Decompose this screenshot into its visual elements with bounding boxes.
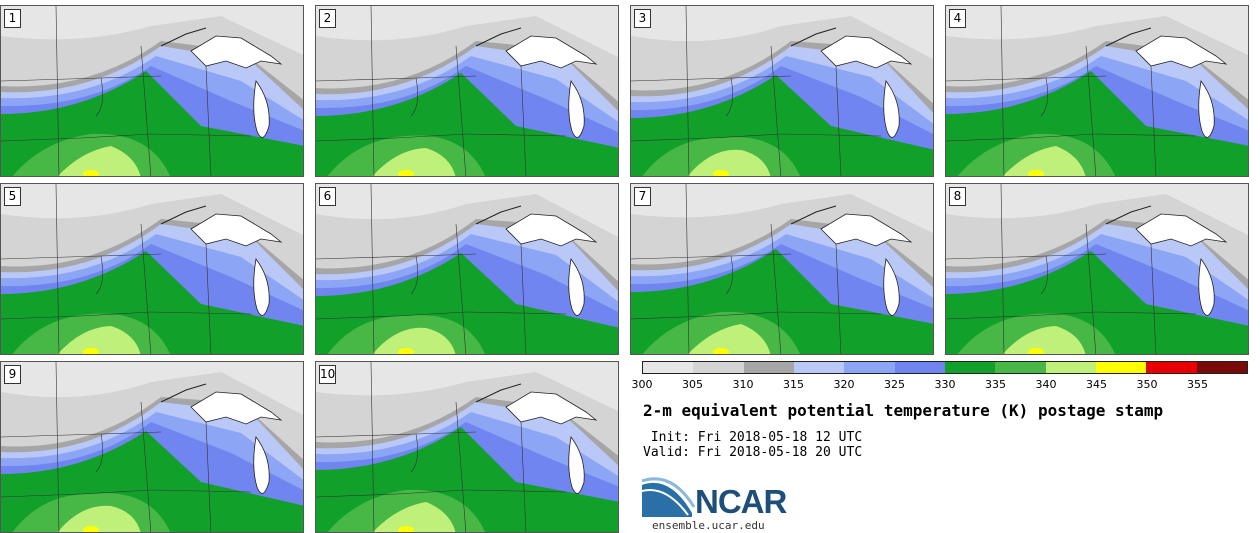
color-scale-segment: [743, 362, 794, 373]
member-number-label: 7: [634, 187, 651, 206]
color-scale-tick-label: 355: [1187, 378, 1208, 391]
color-scale-segment: [995, 362, 1046, 373]
member-number-label: 5: [4, 187, 21, 206]
color-scale-tick-label: 310: [732, 378, 754, 391]
ensemble-member-panel[interactable]: 5: [0, 183, 304, 355]
color-scale-segment: [894, 362, 945, 373]
color-scale-ticks: 300 305 310 315 320 325 330 335 340 345 350 355: [632, 378, 1248, 394]
color-scale-segment: [793, 362, 845, 373]
color-scale-tick-label: 340: [1035, 378, 1057, 391]
color-scale-tick-label: 325: [884, 378, 905, 391]
ensemble-member-panel[interactable]: 6: [315, 183, 619, 355]
valid-time-text: Valid: Fri 2018-05-18 20 UTC: [643, 445, 863, 460]
ensemble-member-panel[interactable]: 2: [315, 5, 619, 177]
ensemble-member-panel[interactable]: 4: [945, 5, 1249, 177]
color-scale-tick-label: 335: [985, 378, 1006, 391]
color-scale-segment: [643, 362, 694, 373]
color-scale-tick-label: 315: [783, 378, 804, 391]
init-time-text: Init: Fri 2018-05-18 12 UTC: [643, 430, 863, 445]
color-scale-segment: [944, 362, 996, 373]
color-scale-segment: [844, 362, 895, 373]
color-scale-tick-label: 350: [1136, 378, 1158, 391]
color-scale-tick-label: 330: [934, 378, 956, 391]
color-scale-tick-label: 300: [631, 378, 653, 391]
ensemble-url[interactable]: ensemble.ucar.edu: [652, 519, 765, 532]
member-number-label: 1: [4, 9, 21, 28]
ensemble-member-panel[interactable]: 9: [0, 361, 304, 533]
color-scale-segment: [693, 362, 744, 373]
figure-title: 2-m equivalent potential temperature (K)…: [643, 401, 1164, 420]
member-number-label: 4: [949, 9, 966, 28]
color-scale-segment: [1146, 362, 1197, 373]
member-number-label: 10: [319, 365, 336, 384]
ensemble-member-panel[interactable]: 7: [630, 183, 934, 355]
color-scale-tick-label: 345: [1086, 378, 1107, 391]
color-scale-segment: [1095, 362, 1147, 373]
ncar-logo-icon: [642, 477, 696, 517]
member-number-label: 6: [319, 187, 336, 206]
color-scale-segment: [1045, 362, 1096, 373]
color-scale-segment: [1196, 362, 1247, 373]
ensemble-member-panel[interactable]: 8: [945, 183, 1249, 355]
ensemble-member-panel[interactable]: 1: [0, 5, 304, 177]
color-scale-tick-label: 305: [682, 378, 703, 391]
member-number-label: 3: [634, 9, 651, 28]
ensemble-member-panel[interactable]: 3: [630, 5, 934, 177]
color-scale-tick-label: 320: [833, 378, 855, 391]
member-number-label: 9: [4, 365, 21, 384]
ncar-logo-text: NCAR: [695, 483, 787, 520]
ensemble-member-panel[interactable]: 10: [315, 361, 619, 533]
member-number-label: 8: [949, 187, 966, 206]
color-scale-bar: [642, 361, 1248, 374]
member-number-label: 2: [319, 9, 336, 28]
